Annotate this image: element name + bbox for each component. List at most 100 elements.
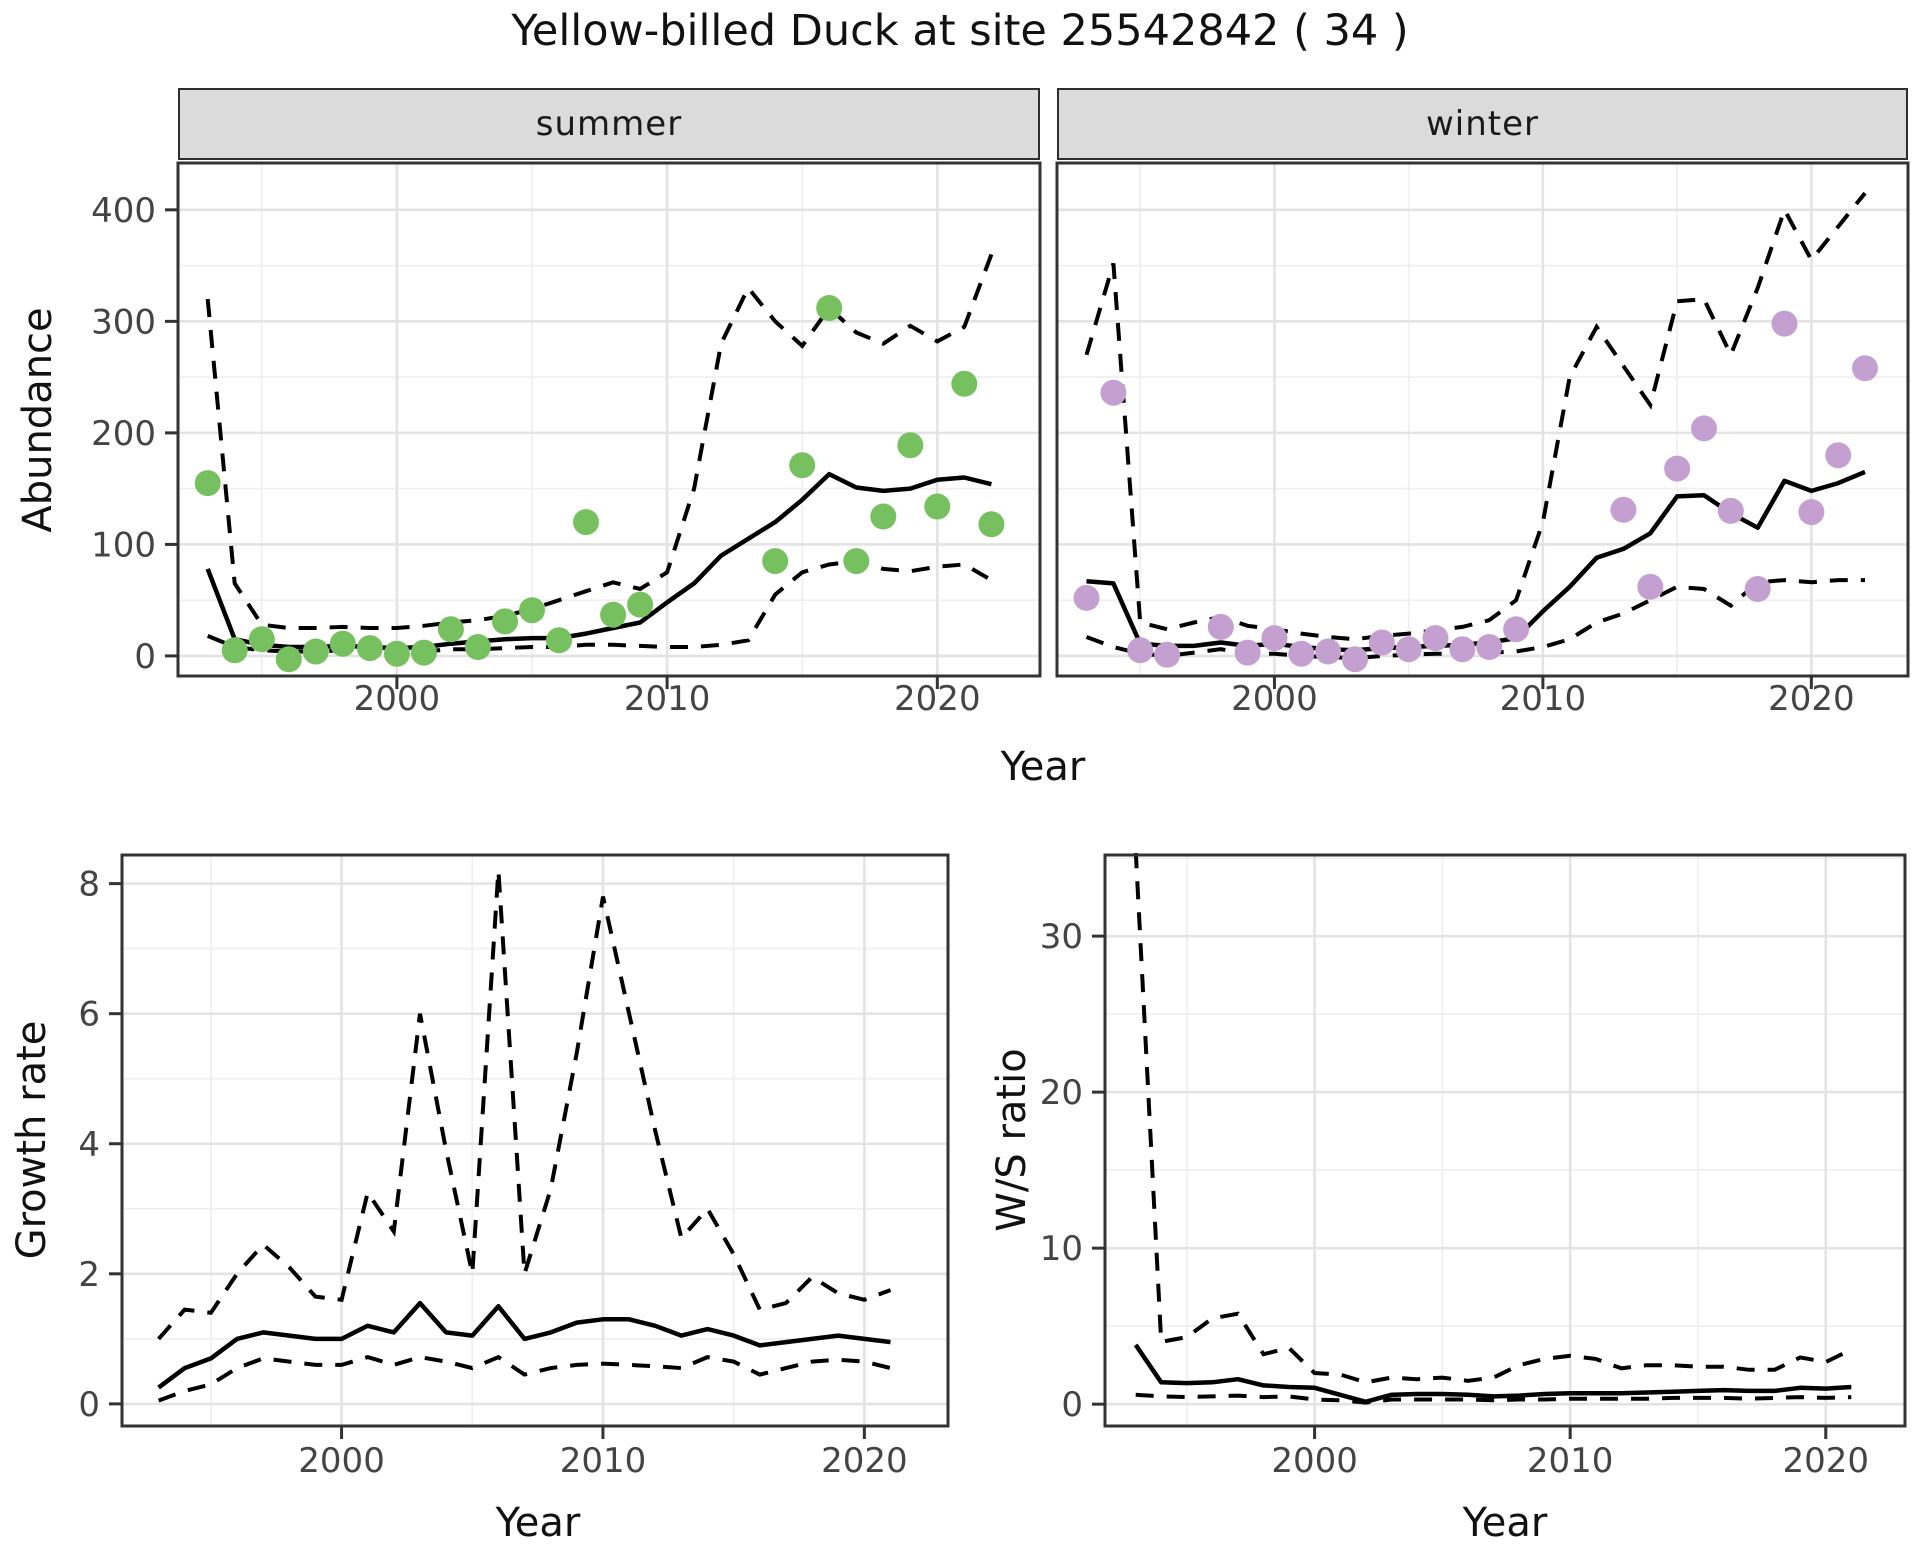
winter-x-tick-label: 2010 xyxy=(1500,679,1587,719)
growth-y-tick-label: 4 xyxy=(78,1125,100,1165)
summer-point xyxy=(924,493,951,520)
page-title: Yellow-billed Duck at site 25542842 ( 34… xyxy=(511,6,1409,56)
summer-point xyxy=(492,608,518,635)
summer-point xyxy=(978,511,1005,538)
winter-point xyxy=(1717,497,1744,524)
summer-point xyxy=(302,638,329,665)
summer-observed-points xyxy=(194,295,1005,673)
summer-point xyxy=(248,626,275,653)
summer-point xyxy=(762,548,789,575)
winter-point xyxy=(1368,629,1395,656)
winter-point xyxy=(1234,639,1261,666)
summer-point xyxy=(627,591,654,618)
ws-y-tick-label: 30 xyxy=(1040,917,1083,957)
summer-point xyxy=(410,639,437,666)
winter-point xyxy=(1664,455,1691,482)
growth-series xyxy=(157,870,892,1403)
growth-y-tick-label: 8 xyxy=(78,865,100,905)
summer-y-tick-label: 300 xyxy=(91,302,156,342)
winter-point xyxy=(1315,638,1342,665)
ws-panel: 2000 2010 2020 0 10 20 30 xyxy=(1040,853,1907,1481)
winter-panel: 2000 2010 2020 xyxy=(1055,161,1910,719)
summer-point xyxy=(329,630,356,657)
winter-point xyxy=(1798,499,1825,526)
growth-mean-line xyxy=(157,1300,891,1390)
winter-point xyxy=(1127,637,1154,664)
winter-point xyxy=(1744,576,1771,602)
summer-point xyxy=(897,432,924,459)
summer-y-tick-label: 200 xyxy=(91,414,156,454)
summer-point xyxy=(519,597,545,624)
summer-point xyxy=(951,370,978,397)
summer-point xyxy=(573,509,599,536)
summer-x-tick-label: 2020 xyxy=(894,679,981,719)
winter-point xyxy=(1261,625,1288,652)
facet-strip-winter-label: winter xyxy=(1425,104,1540,144)
winter-point xyxy=(1288,640,1315,667)
winter-point xyxy=(1154,641,1181,668)
winter-point xyxy=(1100,379,1127,406)
facet-strip-summer: summer xyxy=(178,88,1040,160)
summer-point xyxy=(437,616,464,643)
ws-x-tick-label: 2010 xyxy=(1527,1441,1614,1481)
summer-x-tick-label: 2010 xyxy=(624,679,711,719)
growth-y-tick-label: 0 xyxy=(78,1385,100,1425)
winter-point xyxy=(1825,442,1852,469)
growth-x-tick-label: 2010 xyxy=(560,1441,647,1481)
ws-x-tick-label: 2020 xyxy=(1783,1441,1870,1481)
growth-x-tick-label: 2000 xyxy=(298,1441,385,1481)
winter-point xyxy=(1476,634,1503,660)
summer-series xyxy=(194,253,1005,673)
winter-lower-ci-line xyxy=(1085,578,1865,661)
summer-y-tick-label: 100 xyxy=(91,525,156,565)
year-axis-title-growth: Year xyxy=(495,1500,581,1546)
winter-point xyxy=(1852,355,1878,382)
winter-point xyxy=(1637,573,1664,600)
summer-point xyxy=(816,295,843,321)
winter-x-tick-label: 2020 xyxy=(1768,679,1855,719)
year-axis-title-top: Year xyxy=(1000,744,1086,790)
facet-strip-summer-label: summer xyxy=(535,104,683,144)
summer-point xyxy=(275,646,302,673)
growth-lower-ci-line xyxy=(157,1354,891,1403)
ws-mean-line xyxy=(1133,1343,1852,1405)
summer-y-tick-label: 0 xyxy=(134,637,156,677)
summer-point xyxy=(356,635,383,662)
winter-point xyxy=(1771,310,1798,337)
ws-series xyxy=(1133,853,1853,1405)
growth-y-tick-label: 2 xyxy=(78,1255,100,1295)
winter-series xyxy=(1073,191,1878,673)
winter-point xyxy=(1503,616,1530,643)
facet-strip-winter: winter xyxy=(1057,88,1908,160)
winter-x-tick-label: 2000 xyxy=(1231,679,1318,719)
winter-point xyxy=(1610,496,1637,523)
winter-point xyxy=(1342,646,1368,673)
summer-point xyxy=(789,452,816,479)
summer-point xyxy=(464,634,491,660)
summer-point xyxy=(194,470,221,497)
winter-observed-points xyxy=(1073,310,1878,673)
ws-x-tick-label: 2000 xyxy=(1271,1441,1358,1481)
summer-upper-ci-line xyxy=(205,253,994,630)
winter-point xyxy=(1691,415,1717,442)
winter-point xyxy=(1449,636,1476,663)
year-axis-title-ws: Year xyxy=(1462,1500,1548,1546)
winter-point xyxy=(1073,584,1100,611)
ws-lower-ci-line xyxy=(1135,1392,1852,1405)
growth-y-tick-label: 6 xyxy=(78,995,100,1035)
summer-point xyxy=(221,637,248,664)
summer-x-tick-label: 2000 xyxy=(354,679,441,719)
summer-point xyxy=(383,640,410,667)
winter-point xyxy=(1207,613,1234,640)
summer-y-tick-label: 400 xyxy=(91,191,156,231)
winter-point xyxy=(1395,636,1422,663)
summer-point xyxy=(546,627,572,654)
ws-y-tick-label: 0 xyxy=(1061,1385,1083,1425)
summer-panel: 2000 2010 2020 0 100 200 300 400 xyxy=(91,161,1042,719)
summer-point xyxy=(600,601,627,628)
growth-panel: 2000 2010 2020 0 2 4 6 8 xyxy=(78,853,950,1481)
ws-y-tick-label: 20 xyxy=(1040,1073,1083,1113)
summer-point xyxy=(843,548,870,575)
